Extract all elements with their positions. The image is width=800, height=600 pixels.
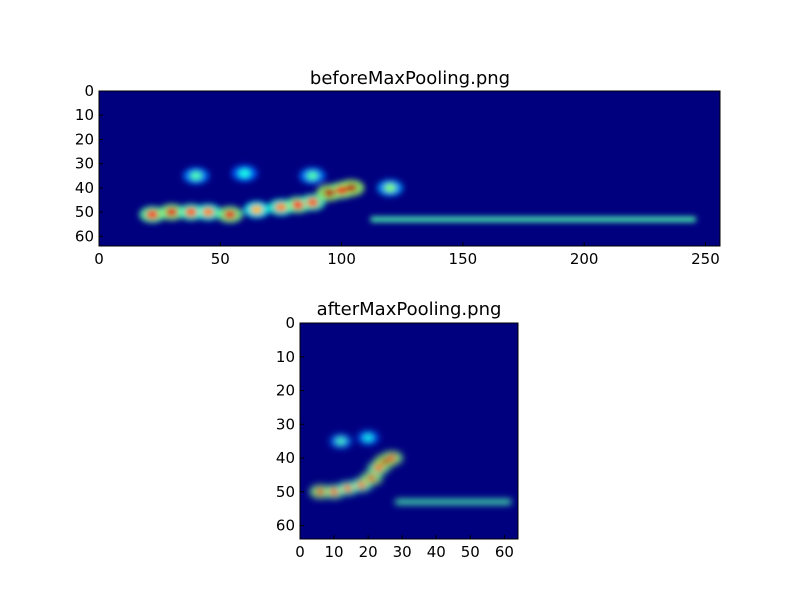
y-tick-label: 20 bbox=[75, 130, 94, 148]
heatmap-cell bbox=[306, 197, 319, 207]
x-tick-label: 30 bbox=[393, 543, 412, 561]
heatmap-cell bbox=[250, 205, 263, 215]
heatmap-cell bbox=[386, 454, 397, 462]
y-tick-label: 60 bbox=[276, 517, 295, 535]
heatmap-cell bbox=[146, 210, 159, 220]
x-tick-label: 200 bbox=[570, 250, 599, 268]
chart-title: beforeMaxPooling.png bbox=[310, 68, 510, 89]
y-axis-ticks: 0 10 20 30 40 50 60 bbox=[276, 314, 304, 535]
y-tick-label: 40 bbox=[75, 179, 94, 197]
heatmap-cell bbox=[384, 183, 397, 193]
y-tick-label: 20 bbox=[276, 382, 295, 400]
y-tick-label: 40 bbox=[276, 449, 295, 467]
heatmap-cell bbox=[342, 484, 353, 493]
y-tick-label: 10 bbox=[75, 106, 94, 124]
heatmap-marks bbox=[139, 164, 696, 223]
y-tick-label: 50 bbox=[276, 483, 295, 501]
plot-frame bbox=[299, 322, 519, 540]
y-tick-label: 50 bbox=[75, 203, 94, 221]
heatmap-cell bbox=[291, 200, 304, 210]
heatmap-marks bbox=[309, 430, 512, 505]
y-tick-label: 60 bbox=[75, 227, 94, 245]
x-tick-label: 50 bbox=[461, 543, 480, 561]
heatmap-cell bbox=[366, 474, 377, 482]
x-axis-ticks: 0 50 100 150 200 250 bbox=[94, 242, 720, 268]
y-tick-label: 30 bbox=[276, 415, 295, 433]
y-tick-label: 0 bbox=[84, 82, 94, 100]
heatmap-cell bbox=[363, 434, 374, 442]
chart-title: afterMaxPooling.png bbox=[317, 299, 502, 320]
x-tick-label: 50 bbox=[211, 250, 230, 268]
chart-before-max-pooling: beforeMaxPooling.png 0 50 100 150 200 250 0 10… bbox=[75, 68, 721, 268]
x-tick-label: 10 bbox=[325, 543, 344, 561]
x-tick-label: 40 bbox=[427, 543, 446, 561]
y-tick-label: 10 bbox=[276, 348, 295, 366]
x-tick-label: 250 bbox=[691, 250, 720, 268]
y-tick-label: 30 bbox=[75, 155, 94, 173]
heatmap-cell bbox=[238, 168, 251, 178]
heatmap-cell bbox=[165, 207, 178, 217]
heatmap-cell bbox=[345, 183, 358, 193]
heatmap-cell bbox=[315, 488, 326, 496]
heatmap-band bbox=[370, 216, 696, 222]
x-tick-label: 60 bbox=[495, 543, 514, 561]
y-tick-label: 0 bbox=[285, 314, 295, 332]
heatmap-cell bbox=[306, 171, 319, 181]
heatmap-cell bbox=[185, 207, 198, 217]
x-tick-label: 100 bbox=[327, 250, 356, 268]
heatmap-cell bbox=[335, 437, 346, 445]
plot-frame bbox=[98, 90, 721, 247]
chart-after-max-pooling: afterMaxPooling.png 0 10 20 30 40 50 60 0 10 20 3… bbox=[276, 299, 519, 561]
heatmap-cell bbox=[335, 185, 348, 195]
heatmap-band bbox=[395, 499, 512, 505]
heatmap-cell bbox=[323, 188, 336, 198]
heatmap-background bbox=[300, 323, 518, 539]
heatmap-cell bbox=[223, 210, 236, 220]
x-tick-label: 20 bbox=[359, 543, 378, 561]
heatmap-cell bbox=[329, 488, 340, 496]
x-tick-label: 0 bbox=[94, 250, 104, 268]
heatmap-cell bbox=[190, 171, 203, 181]
x-axis-ticks: 0 10 20 30 40 50 60 bbox=[295, 535, 514, 561]
heatmap-cell bbox=[373, 464, 384, 472]
x-tick-label: 150 bbox=[449, 250, 478, 268]
heatmap-cell bbox=[274, 202, 287, 212]
heatmap-cell bbox=[202, 207, 215, 217]
y-axis-ticks: 0 10 20 30 40 50 60 bbox=[75, 82, 103, 245]
x-tick-label: 0 bbox=[295, 543, 305, 561]
heatmap-cell bbox=[356, 481, 367, 489]
